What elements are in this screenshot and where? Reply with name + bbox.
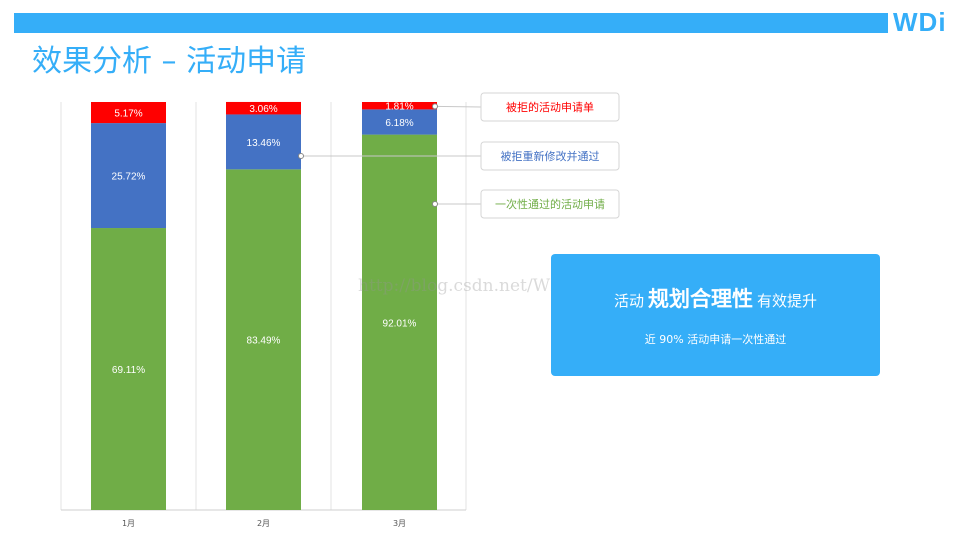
bar-segment <box>362 102 437 110</box>
bar-segment <box>226 101 301 115</box>
data-label: 5.17% <box>114 109 142 120</box>
summary-prefix: 活动 <box>613 292 644 310</box>
legend-label: 被拒的活动申请单 <box>506 100 594 114</box>
summary-suffix: 有效提升 <box>757 292 818 310</box>
summary-callout: 活动 规划合理性 有效提升 近 90% 活动申请一次性通过 <box>551 254 880 376</box>
x-tick-label: 2月 <box>257 519 270 528</box>
legend-box <box>480 92 620 122</box>
data-label: 83.49% <box>247 336 281 347</box>
data-label: 92.01% <box>383 318 417 329</box>
header-bar <box>14 13 888 33</box>
legend-label: 一次性通过的活动申请 <box>495 197 605 211</box>
data-label: 6.18% <box>385 118 413 129</box>
bar-segment <box>91 123 166 229</box>
data-label: 69.11% <box>112 365 145 376</box>
legend-leader-dot <box>432 103 438 110</box>
legend-label: 被拒重新修改并通过 <box>501 149 600 163</box>
summary-detail: 近 90% 活动申请一次性通过 <box>644 333 787 346</box>
bar-segment <box>226 114 301 170</box>
page-title: 效果分析 – 活动申请 <box>32 44 307 79</box>
data-label: 13.46% <box>247 138 281 149</box>
x-tick-label: 3月 <box>393 519 406 528</box>
summary-headline: 活动 规划合理性 有效提升 <box>551 283 880 313</box>
data-label: 1.81% <box>385 102 413 113</box>
x-tick-label: 1月 <box>122 519 135 528</box>
summary-emphasis: 规划合理性 <box>648 287 753 311</box>
bar-segment <box>91 228 166 511</box>
wdi-logo: WDi <box>893 7 947 37</box>
bar-segment <box>226 169 301 511</box>
bar-segment <box>362 134 437 511</box>
legend-leader-dot <box>432 201 438 207</box>
data-label: 3.06% <box>249 104 277 115</box>
legend-leader-dot <box>298 153 304 159</box>
legend-box <box>480 189 620 219</box>
bar-segment <box>91 102 166 124</box>
watermark: http://blog.csdn.net/WDITech <box>358 276 611 296</box>
legend-box <box>480 141 620 171</box>
bar-segment <box>362 109 437 135</box>
data-label: 25.72% <box>112 172 146 183</box>
legend-leader-line <box>434 105 482 108</box>
